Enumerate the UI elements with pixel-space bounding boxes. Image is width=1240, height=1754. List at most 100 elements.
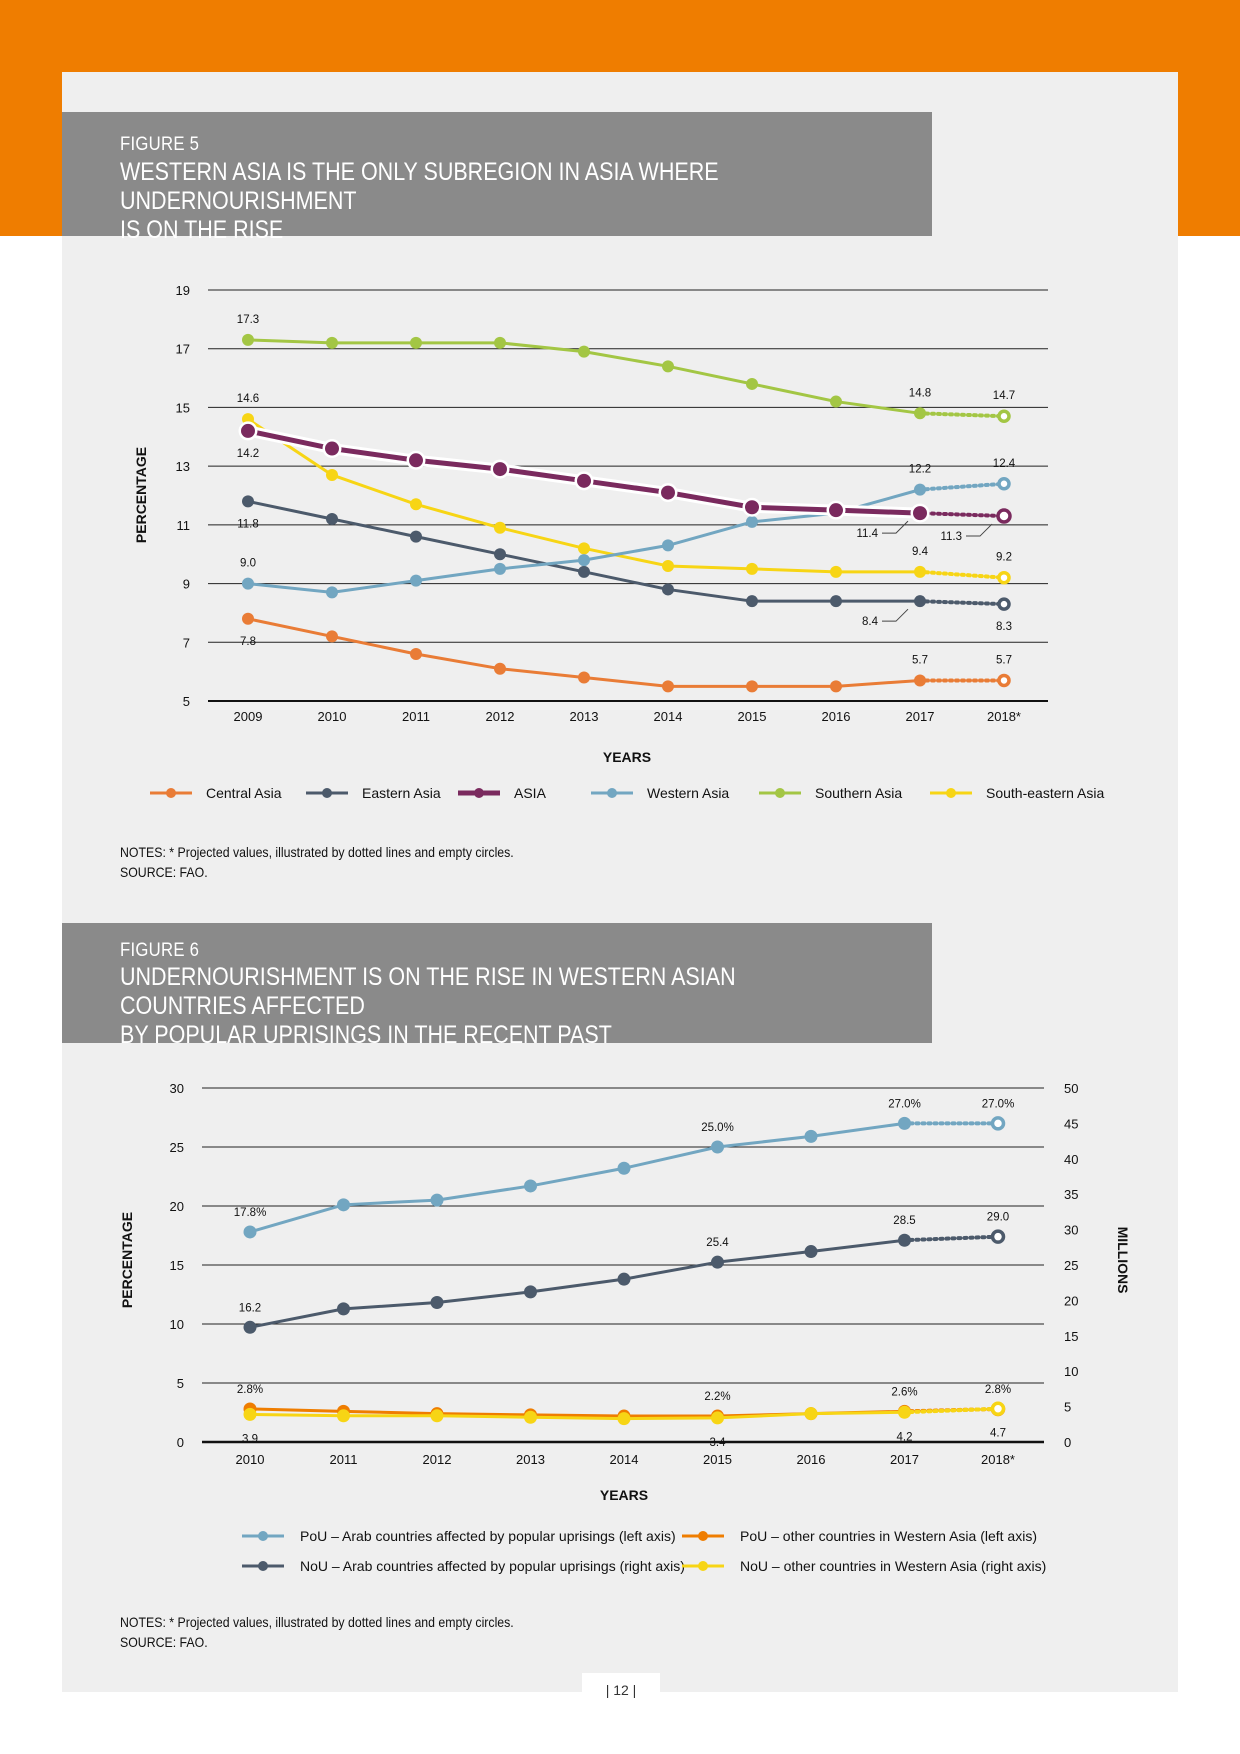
data-point-south-eastern-asia — [746, 562, 758, 575]
data-label: 16.2 — [239, 1302, 261, 1314]
series-projection-western-asia — [918, 481, 1006, 492]
data-point-series-1 — [711, 1255, 724, 1269]
data-point-south-eastern-asia — [410, 498, 422, 511]
data-label: 17.8% — [234, 1207, 267, 1219]
y-tick-label-right: 15 — [1064, 1329, 1078, 1344]
data-label: 28.5 — [893, 1215, 915, 1227]
data-label: 3.9 — [242, 1433, 258, 1445]
x-tick-label: 2014 — [654, 709, 683, 724]
data-point-series-3 — [617, 1412, 631, 1426]
legend-swatch-marker — [258, 1561, 268, 1571]
data-point-series-1 — [804, 1245, 818, 1259]
data-point-asia — [409, 453, 423, 468]
series-line-0 — [249, 1121, 905, 1234]
data-point-series-0 — [524, 1179, 537, 1193]
data-point-series-0 — [804, 1129, 818, 1143]
data-label: 25.0% — [701, 1122, 734, 1134]
figure5-title: WESTERN ASIA IS THE ONLY SUBREGION IN AS… — [120, 158, 860, 245]
series-projection-3 — [902, 1406, 1000, 1415]
label-leader — [882, 608, 909, 622]
data-label: 11.8 — [237, 518, 259, 530]
data-label: 17.3 — [237, 314, 259, 326]
y-tick-label-right: 5 — [1064, 1400, 1071, 1415]
legend-swatch-marker — [946, 788, 956, 798]
y-tick-label-right: 45 — [1064, 1116, 1078, 1131]
y-tick-label-left: 25 — [170, 1140, 184, 1155]
label-leader — [882, 520, 909, 534]
y-tick-label: 15 — [176, 400, 190, 415]
legend-label-series-0: PoU – Arab countries affected by popular… — [300, 1528, 676, 1544]
data-label: 14.7 — [993, 390, 1015, 402]
data-label: 4.2 — [897, 1431, 913, 1443]
data-point-series-3 — [898, 1405, 911, 1419]
data-label: 25.4 — [706, 1237, 729, 1249]
series-projection-1 — [902, 1234, 1000, 1243]
figure5-title-line2: IS ON THE RISE — [120, 216, 284, 244]
data-label: 14.2 — [237, 448, 259, 460]
projected-point-series-1 — [990, 1229, 1006, 1244]
legend-label-series-3: NoU – other countries in Western Asia (r… — [740, 1558, 1046, 1574]
legend-swatch-marker — [258, 1531, 268, 1541]
data-point-series-3 — [524, 1410, 537, 1424]
y-tick-label-right: 10 — [1064, 1364, 1078, 1379]
data-point-series-0 — [898, 1116, 911, 1130]
data-label: 11.4 — [856, 528, 878, 540]
data-point-western-asia — [242, 577, 254, 590]
data-label: 9.4 — [912, 546, 929, 558]
x-tick-label: 2018* — [981, 1452, 1015, 1467]
label-leader — [966, 523, 993, 537]
data-point-southern-asia — [914, 407, 926, 420]
y-tick-label: 13 — [176, 459, 190, 474]
data-label: 14.8 — [909, 387, 931, 399]
data-point-series-0 — [243, 1225, 257, 1239]
data-point-southern-asia — [242, 333, 254, 346]
data-point-central-asia — [494, 662, 506, 675]
data-label: 3.4 — [710, 1437, 727, 1449]
y-tick-label: 11 — [177, 518, 191, 533]
y-tick-label-right: 30 — [1064, 1223, 1078, 1238]
data-point-southern-asia — [830, 395, 842, 408]
data-point-eastern-asia — [578, 565, 590, 578]
data-point-central-asia — [326, 630, 338, 643]
legend-label-western-asia: Western Asia — [647, 785, 729, 801]
data-point-asia — [493, 462, 507, 477]
legend-label-central-asia: Central Asia — [206, 785, 282, 801]
x-tick-label: 2013 — [570, 709, 599, 724]
legend-swatch-marker — [775, 788, 785, 798]
y-tick-label-left: 0 — [177, 1435, 184, 1450]
data-point-asia — [325, 441, 339, 456]
data-point-southern-asia — [494, 336, 506, 349]
data-point-series-1 — [430, 1296, 444, 1310]
data-label: 8.4 — [862, 616, 879, 628]
figure6-title: UNDERNOURISHMENT IS ON THE RISE IN WESTE… — [120, 963, 860, 1050]
projected-point-series-0 — [990, 1116, 1006, 1131]
data-label: 2.6% — [891, 1386, 917, 1398]
y-tick-label: 19 — [176, 283, 190, 298]
y-tick-label-left: 5 — [177, 1376, 184, 1391]
y-tick-label-left: 10 — [170, 1317, 184, 1332]
data-label: 29.0 — [987, 1212, 1009, 1224]
y-tick-label-left: 15 — [170, 1258, 184, 1273]
data-label: 11.3 — [940, 531, 962, 543]
data-point-western-asia — [662, 539, 674, 552]
data-point-asia — [913, 506, 927, 521]
x-tick-label: 2017 — [906, 709, 935, 724]
figure5-title-line1: WESTERN ASIA IS THE ONLY SUBREGION IN AS… — [120, 158, 719, 215]
x-tick-label: 2016 — [822, 709, 851, 724]
series-projection-asia — [918, 511, 1006, 519]
data-point-series-3 — [337, 1409, 350, 1423]
x-axis-title: YEARS — [603, 749, 651, 765]
data-point-southern-asia — [746, 377, 758, 390]
data-point-central-asia — [662, 680, 674, 693]
data-point-southern-asia — [326, 336, 338, 349]
figure6-label: FIGURE 6 — [120, 940, 200, 961]
data-point-series-3 — [711, 1411, 724, 1425]
data-point-eastern-asia — [746, 595, 758, 608]
y-tick-label-right: 20 — [1064, 1293, 1078, 1308]
legend-label-series-2: PoU – other countries in Western Asia (l… — [740, 1528, 1037, 1544]
data-point-eastern-asia — [410, 530, 422, 543]
y-tick-label: 17 — [176, 342, 190, 357]
x-tick-label: 2015 — [703, 1452, 732, 1467]
figure5-notes: NOTES: * Projected values, illustrated b… — [120, 842, 514, 882]
data-point-series-3 — [430, 1409, 444, 1423]
